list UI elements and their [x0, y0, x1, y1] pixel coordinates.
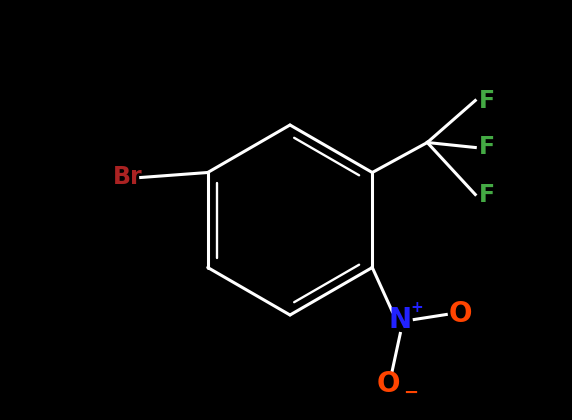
Text: F: F	[479, 136, 495, 160]
Text: +: +	[410, 300, 423, 315]
Text: −: −	[403, 383, 418, 402]
Text: O: O	[448, 300, 472, 328]
Text: Br: Br	[113, 165, 142, 189]
Text: N: N	[389, 305, 412, 333]
Text: F: F	[479, 183, 495, 207]
Text: F: F	[479, 89, 495, 113]
Text: O: O	[376, 370, 400, 399]
